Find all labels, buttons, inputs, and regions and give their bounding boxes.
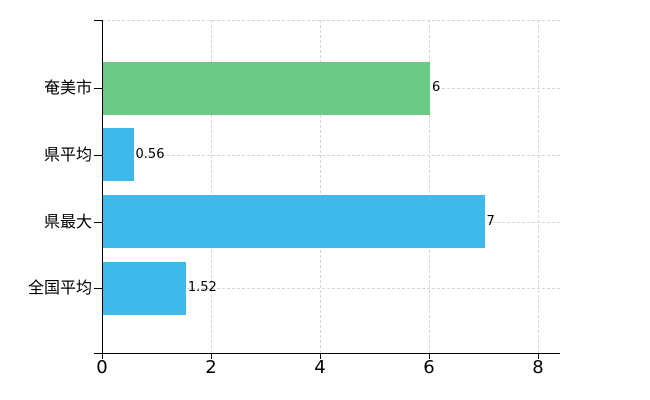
x-tick-label: 8 [532, 357, 544, 378]
x-tick [102, 353, 103, 359]
category-tick [94, 88, 102, 89]
vertical-gridline [211, 20, 212, 353]
bar [103, 128, 134, 182]
x-tick-label: 4 [314, 357, 326, 378]
vertical-gridline [320, 20, 321, 353]
axis-top-tick [94, 20, 102, 21]
x-axis [94, 353, 560, 354]
horizontal-gridline [102, 154, 560, 156]
horizontal-gridline [102, 288, 560, 290]
x-tick [320, 353, 321, 359]
vertical-gridline [538, 20, 539, 353]
category-tick [94, 154, 102, 156]
bar-value-label: 7 [486, 213, 495, 229]
bar-value-label: 0.56 [135, 146, 165, 162]
x-tick [211, 353, 212, 359]
category-tick [94, 221, 102, 223]
vertical-gridline [429, 20, 430, 353]
bar [103, 261, 186, 315]
category-label: 県平均 [43, 144, 92, 164]
y-axis [102, 20, 103, 353]
category-label: 全国平均 [27, 278, 92, 298]
bar [103, 195, 485, 249]
x-tick-label: 6 [423, 357, 435, 378]
plot-top-gridline [102, 20, 560, 21]
bar-value-label: 1.52 [187, 280, 217, 296]
category-label: 奄美市 [43, 78, 92, 97]
x-tick-label: 0 [96, 357, 108, 378]
bar [103, 61, 430, 115]
bar-value-label: 6 [432, 80, 441, 95]
x-tick-label: 2 [205, 357, 217, 378]
x-tick [429, 353, 430, 359]
category-label: 県最大 [43, 211, 92, 231]
x-tick [538, 353, 539, 359]
category-tick [94, 288, 102, 290]
